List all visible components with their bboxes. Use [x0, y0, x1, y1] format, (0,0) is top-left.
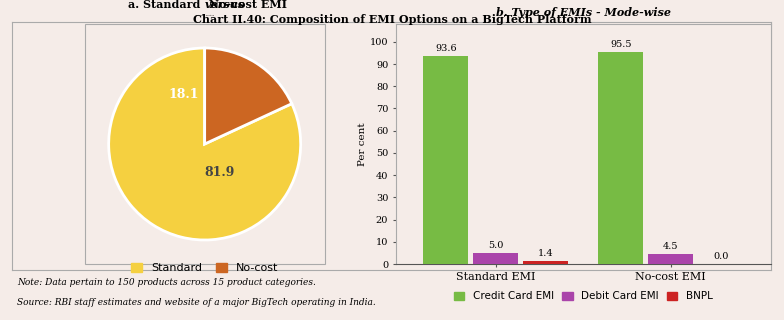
Text: 18.1: 18.1 — [169, 88, 199, 100]
Text: 0.0: 0.0 — [713, 252, 728, 261]
Legend: Credit Card EMI, Debit Card EMI, BNPL: Credit Card EMI, Debit Card EMI, BNPL — [450, 287, 717, 306]
Text: Source: RBI staff estimates and website of a major BigTech operating in India.: Source: RBI staff estimates and website … — [17, 298, 376, 307]
Text: 4.5: 4.5 — [663, 242, 678, 251]
Bar — [523, 261, 568, 264]
Wedge shape — [109, 48, 301, 240]
Wedge shape — [205, 48, 292, 144]
Bar — [474, 253, 518, 264]
Text: 1.4: 1.4 — [538, 249, 554, 258]
Title: a. Standard – No-cost EMI: a. Standard – No-cost EMI — [195, 14, 214, 16]
Text: 5.0: 5.0 — [488, 241, 503, 250]
Title: b. Type of EMIs - Mode-wise: b. Type of EMIs - Mode-wise — [495, 7, 671, 18]
Text: No-cost EMI: No-cost EMI — [205, 0, 287, 10]
Text: 93.6: 93.6 — [435, 44, 456, 53]
Text: Chart II.40: Composition of EMI Options on a BigTech Platform: Chart II.40: Composition of EMI Options … — [193, 14, 591, 25]
Text: versus: versus — [205, 0, 245, 10]
Text: 95.5: 95.5 — [610, 40, 631, 49]
Text: 81.9: 81.9 — [204, 166, 234, 179]
Text: a. Standard: a. Standard — [129, 0, 205, 10]
Bar — [648, 254, 693, 264]
Legend: Standard, No-cost: Standard, No-cost — [127, 258, 282, 278]
Y-axis label: Per cent: Per cent — [358, 122, 367, 166]
Bar — [423, 56, 468, 264]
Bar — [598, 52, 643, 264]
Text: Note: Data pertain to 150 products across 15 product categories.: Note: Data pertain to 150 products acros… — [17, 278, 316, 287]
